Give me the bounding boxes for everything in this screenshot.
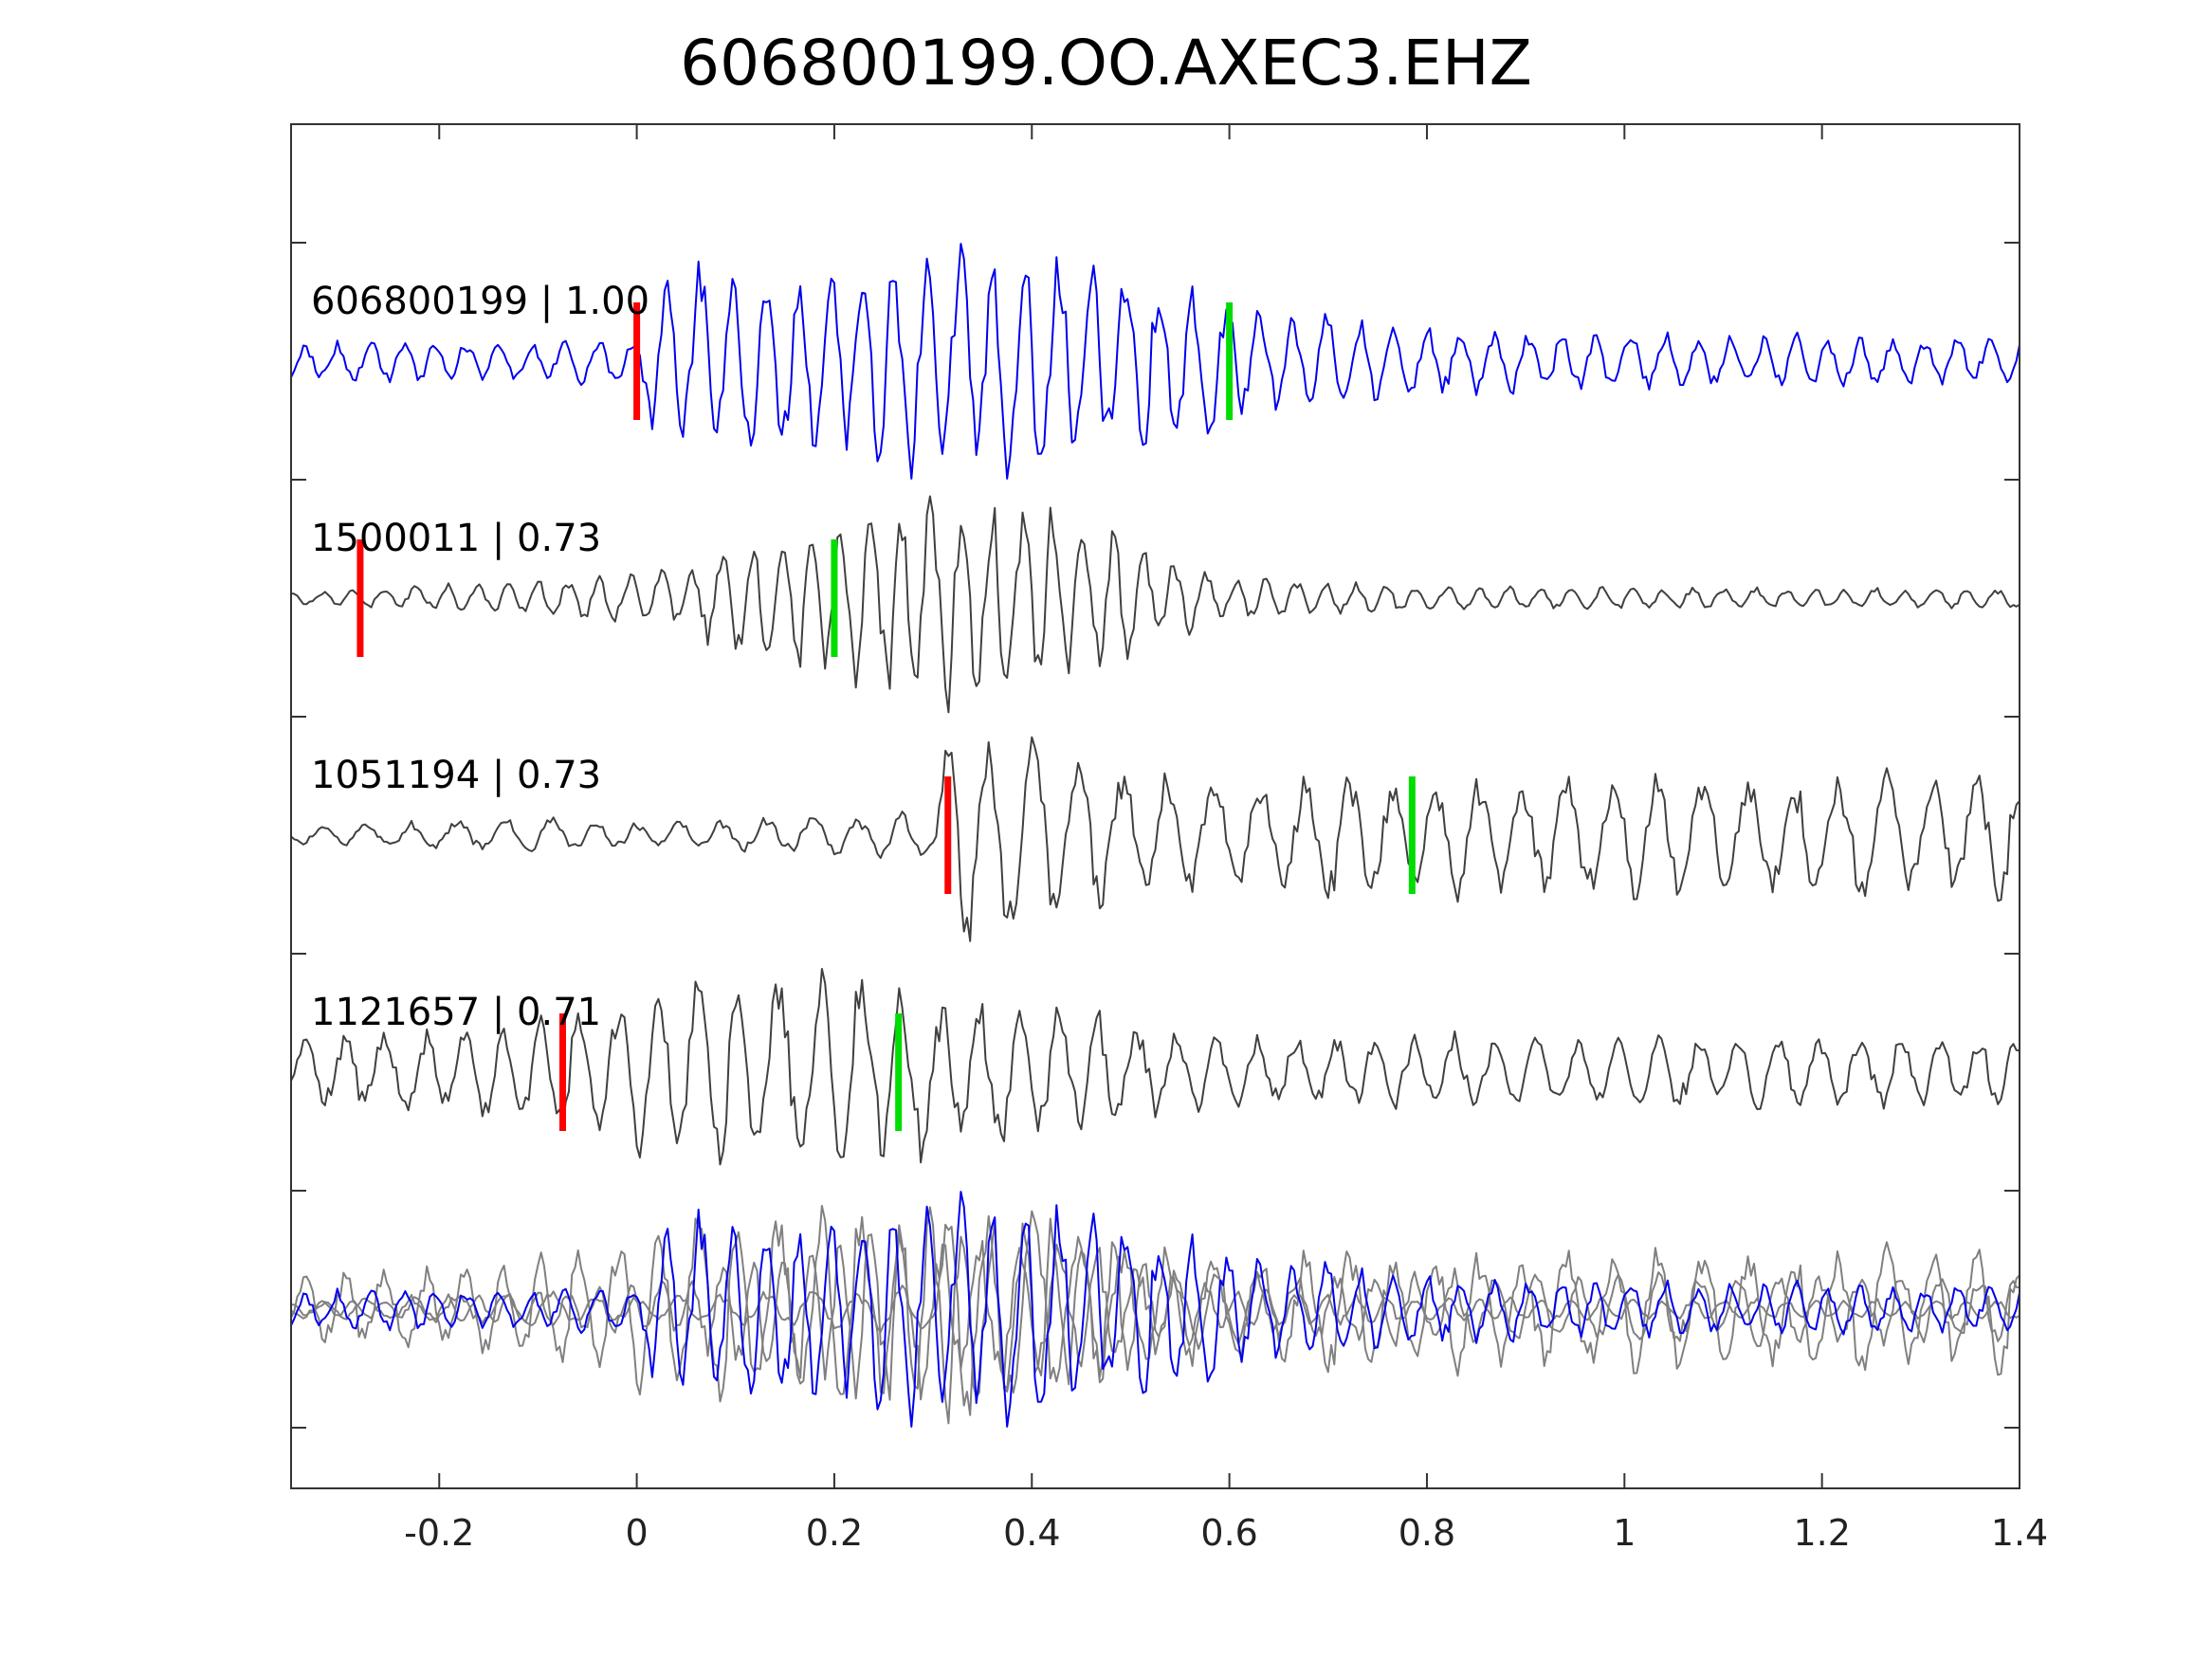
overlay-waveform-4 xyxy=(290,1205,2020,1403)
x-tick-label: 0.6 xyxy=(1200,1512,1257,1554)
trace-waveform-4 xyxy=(290,968,2020,1166)
chart-title: 606800199.OO.AXEC3.EHZ xyxy=(680,27,1532,100)
overlay-waveform-1 xyxy=(290,1191,2020,1428)
x-tick-label: -0.2 xyxy=(404,1512,474,1554)
trace-waveform-3 xyxy=(290,736,2020,942)
trace-label-3: 1051194 | 0.73 xyxy=(311,754,601,797)
overlay-waveform-3 xyxy=(290,1210,2020,1416)
ticks-layer: -0.2 0 0.2 0.4 0.6 0.8 1 1.2 1.4 xyxy=(291,124,2048,1554)
x-tick-label: 0.4 xyxy=(1003,1512,1060,1554)
trace-waveform-2 xyxy=(290,495,2020,714)
x-tick-label: 1.4 xyxy=(1991,1512,2048,1554)
trace-label-1: 606800199 | 1.00 xyxy=(311,280,649,323)
axes-box xyxy=(290,123,2020,1489)
overlay-waveform-2 xyxy=(290,1206,2020,1425)
x-tick-label: 1.2 xyxy=(1793,1512,1850,1554)
trace-waveform-1 xyxy=(290,243,2020,480)
trace-label-4: 1121657 | 0.71 xyxy=(311,991,601,1034)
x-tick-label: 0.8 xyxy=(1398,1512,1455,1554)
x-tick-label: 0.2 xyxy=(806,1512,863,1554)
x-tick-label: 0 xyxy=(626,1512,649,1554)
trace-label-2: 1500011 | 0.73 xyxy=(311,517,601,560)
picks-layer xyxy=(356,302,1416,1131)
x-tick-label: 1 xyxy=(1613,1512,1636,1554)
traces-layer xyxy=(290,243,2020,1428)
trace-labels-layer: 606800199 | 1.00 1500011 | 0.73 1051194 | … xyxy=(311,280,649,1034)
